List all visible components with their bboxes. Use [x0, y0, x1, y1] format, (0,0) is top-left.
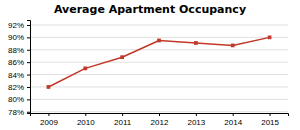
marker — [231, 44, 235, 48]
x-axis-line — [31, 114, 289, 117]
grid-line — [30, 62, 288, 63]
chart: Average Apartment Occupancy2009201020112… — [0, 0, 300, 130]
marker — [268, 35, 272, 39]
x-tick-label: 2009 — [40, 118, 58, 127]
marker — [194, 41, 198, 45]
y-tick: 88% — [8, 46, 30, 55]
x-tick-label: 2010 — [77, 118, 95, 127]
series — [47, 35, 272, 88]
x-tick: 2009 — [40, 113, 58, 127]
y-tick: 82% — [8, 83, 30, 92]
grid-line — [30, 24, 288, 25]
grid-line — [30, 86, 288, 87]
y-tick-mark — [27, 50, 30, 51]
x-tick-mark — [233, 113, 234, 116]
y-tick-mark — [27, 75, 30, 76]
x-tick-mark — [270, 113, 271, 116]
y-tick: 84% — [8, 71, 30, 80]
x-tick: 2010 — [77, 113, 95, 127]
x-tick-label: 2015 — [261, 118, 279, 127]
y-tick-mark — [27, 112, 30, 113]
x-axis: 2009 2010 2011 2012 2013 2014 2015 — [31, 113, 289, 127]
y-tick-mark — [27, 62, 30, 63]
x-tick-label: 2013 — [187, 118, 205, 127]
y-tick-label: 84% — [8, 71, 24, 80]
y-tick: 78% — [8, 108, 30, 117]
grid-line — [30, 37, 288, 38]
title: Average Apartment Occupancy — [54, 3, 246, 16]
grid-line — [30, 74, 288, 75]
y-tick-mark — [27, 87, 30, 88]
y-tick-mark — [27, 37, 30, 38]
y-tick: 92% — [8, 21, 30, 30]
y-axis: 78% 80% 82% 84% 86% 88% 90% 92% — [8, 21, 31, 117]
grid — [30, 25, 288, 112]
y-tick-label: 80% — [8, 95, 24, 104]
y-tick-label: 78% — [8, 108, 24, 117]
y-tick: 80% — [8, 95, 30, 104]
grid-line — [30, 49, 288, 50]
y-tick-label: 82% — [8, 83, 24, 92]
y-tick-mark — [27, 99, 30, 100]
plot-area: 2009 2010 2011 2012 2013 2014 2015 78% 80% 82% 84%… — [8, 21, 289, 127]
x-tick: 2012 — [151, 113, 169, 127]
y-tick: 86% — [8, 58, 30, 67]
line — [48, 37, 269, 87]
x-tick-mark — [196, 113, 197, 116]
y-tick-mark — [27, 25, 30, 26]
y-tick: 90% — [8, 33, 30, 42]
x-tick: 2011 — [114, 113, 132, 127]
grid-line — [30, 111, 288, 112]
marker — [157, 39, 161, 43]
y-axis-line — [27, 21, 31, 114]
x-tick: 2014 — [224, 113, 242, 127]
x-tick: 2013 — [187, 113, 205, 127]
y-tick-label: 90% — [8, 33, 24, 42]
y-tick-label: 86% — [8, 58, 24, 67]
x-tick-label: 2011 — [114, 118, 132, 127]
y-tick-label: 88% — [8, 46, 24, 55]
x-tick: 2015 — [261, 113, 279, 127]
x-tick-label: 2014 — [224, 118, 242, 127]
y-tick-label: 92% — [8, 21, 24, 30]
x-tick-mark — [48, 113, 49, 116]
marker — [120, 55, 124, 59]
grid-line — [30, 99, 288, 100]
marker — [83, 66, 87, 70]
x-tick-mark — [122, 113, 123, 116]
x-tick-mark — [159, 113, 160, 116]
x-tick-mark — [85, 113, 86, 116]
marker — [47, 85, 51, 89]
x-tick-label: 2012 — [151, 118, 169, 127]
